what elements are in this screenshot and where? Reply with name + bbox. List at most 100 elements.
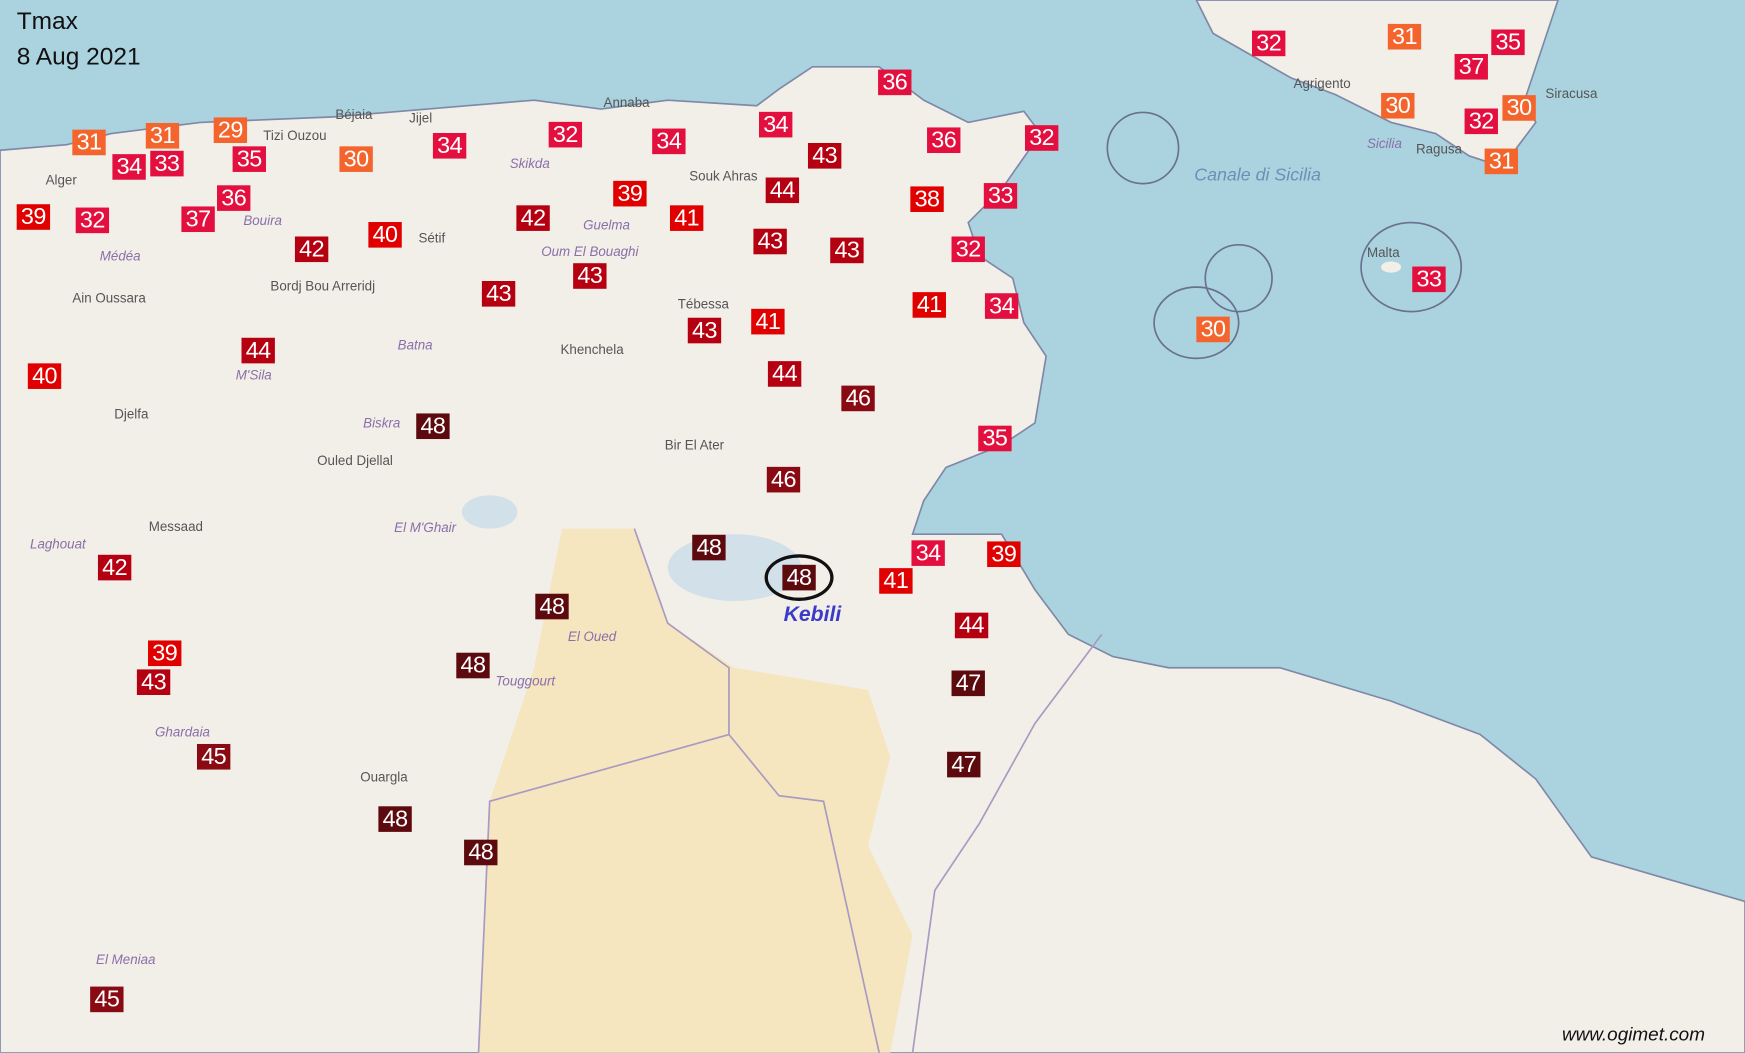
station-temperature-marker[interactable]: 34 [652,128,686,155]
station-temperature-marker[interactable]: 47 [951,670,985,697]
station-temperature-marker[interactable]: 43 [136,669,171,696]
station-temperature-marker[interactable]: 35 [978,425,1012,452]
station-temperature-marker[interactable]: 31 [72,129,106,156]
place-label: Bordj Bou Arreridj [270,278,376,294]
place-label: Alger [45,172,77,189]
highlight-label: Kebili [783,603,842,627]
station-temperature-marker[interactable]: 48 [464,839,498,866]
station-temperature-marker[interactable]: 30 [339,146,373,172]
station-temperature-marker[interactable]: 35 [1491,29,1525,56]
station-temperature-marker[interactable]: 45 [90,986,124,1013]
station-temperature-marker[interactable]: 42 [294,236,329,263]
sea-label: Canale di Sicilia [1194,165,1321,185]
station-temperature-marker[interactable]: 39 [148,640,182,667]
station-temperature-marker[interactable]: 32 [1464,108,1498,135]
station-temperature-marker[interactable]: 30 [1502,95,1536,121]
place-label: Touggourt [495,673,556,689]
station-temperature-marker[interactable]: 41 [912,292,946,318]
station-temperature-marker[interactable]: 32 [1024,125,1059,151]
station-temperature-marker[interactable]: 41 [879,568,913,594]
place-label: Annaba [603,94,650,111]
station-temperature-marker[interactable]: 44 [954,612,989,639]
place-label: Souk Ahras [689,168,758,184]
station-temperature-marker[interactable]: 39 [613,180,647,207]
station-temperature-marker[interactable]: 34 [911,540,945,566]
variable-title: Tmax [16,6,78,35]
place-label: El Meniaa [96,951,156,968]
place-label: Laghouat [30,536,86,552]
place-label: Ghardaia [155,724,210,741]
station-temperature-marker[interactable]: 47 [947,751,981,778]
place-label: Malta [1367,244,1400,261]
place-label: Médéa [99,248,141,264]
station-temperature-marker[interactable]: 44 [241,337,275,364]
station-temperature-marker[interactable]: 48 [456,652,490,679]
station-temperature-marker[interactable]: 36 [878,69,912,96]
station-temperature-marker[interactable]: 31 [1484,148,1518,175]
place-label: Béjaia [335,106,373,123]
station-temperature-marker[interactable]: 29 [213,117,248,144]
station-temperature-marker[interactable]: 34 [112,154,146,180]
station-temperature-marker[interactable]: 46 [841,385,875,412]
station-temperature-marker[interactable]: 43 [753,228,787,255]
station-temperature-marker[interactable]: 30 [1196,316,1230,343]
station-temperature-marker[interactable]: 43 [573,263,607,289]
station-temperature-marker[interactable]: 31 [145,122,180,149]
station-temperature-marker[interactable]: 42 [516,205,550,231]
station-temperature-marker[interactable]: 43 [481,281,516,307]
station-temperature-marker[interactable]: 40 [368,222,402,248]
place-label: El M'Ghair [394,519,457,536]
station-temperature-marker[interactable]: 32 [75,207,110,234]
station-temperature-marker[interactable]: 34 [432,132,467,159]
station-temperature-marker[interactable]: 38 [910,186,944,213]
station-temperature-marker[interactable]: 42 [97,554,132,581]
station-temperature-marker[interactable]: 37 [1454,53,1488,80]
station-temperature-marker[interactable]: 48 [692,534,726,561]
credit[interactable]: www.ogimet.com [1561,1023,1705,1046]
station-temperature-marker[interactable]: 31 [1387,23,1422,50]
station-temperature-marker[interactable]: 48 [378,806,412,832]
station-temperature-marker[interactable]: 41 [751,308,785,335]
place-label: Jijel [409,110,433,126]
place-label: Batna [397,337,433,353]
place-label: Tébessa [677,296,729,312]
station-temperature-marker[interactable]: 35 [232,146,266,172]
station-temperature-marker[interactable]: 33 [1412,266,1446,293]
station-temperature-marker[interactable]: 32 [951,236,985,263]
place-label: Bouira [243,212,282,229]
station-temperature-marker[interactable]: 43 [687,317,722,344]
station-temperature-marker[interactable]: 48 [416,413,450,440]
place-label: El Oued [567,628,617,645]
place-label: Sicilia [1367,135,1402,152]
station-temperature-marker[interactable]: 48 [535,593,569,620]
station-temperature-marker[interactable]: 39 [987,541,1021,568]
station-temperature-marker[interactable]: 32 [548,121,583,148]
place-label: Djelfa [114,406,149,422]
place-label: Guelma [583,217,630,233]
place-label: Tizi Ouzou [263,127,327,144]
place-label: Oum El Bouaghi [541,243,639,260]
station-temperature-marker[interactable]: 40 [27,363,62,389]
station-temperature-marker[interactable]: 33 [983,183,1018,209]
station-temperature-marker[interactable]: 43 [830,237,864,264]
place-label: Siracusa [1545,85,1598,102]
station-temperature-marker[interactable]: 36 [217,185,251,211]
station-temperature-marker[interactable]: 34 [758,111,793,138]
station-temperature-marker[interactable]: 32 [1252,30,1286,57]
station-temperature-marker[interactable]: 33 [150,150,184,177]
place-label: Biskra [363,415,401,431]
desert-area [478,528,913,1053]
station-temperature-marker[interactable]: 34 [984,293,1019,319]
station-temperature-marker[interactable]: 44 [765,177,800,204]
station-temperature-marker[interactable]: 30 [1381,92,1415,119]
station-temperature-marker[interactable]: 37 [181,206,215,233]
station-temperature-marker[interactable]: 46 [766,466,801,493]
place-label: Agrigento [1293,75,1351,92]
station-temperature-marker[interactable]: 43 [807,143,842,169]
station-temperature-marker[interactable]: 41 [669,205,704,231]
station-temperature-marker[interactable]: 44 [767,361,802,387]
station-temperature-marker[interactable]: 45 [196,743,231,770]
station-temperature-marker[interactable]: 36 [927,127,961,154]
station-temperature-marker[interactable]: 39 [16,204,51,230]
